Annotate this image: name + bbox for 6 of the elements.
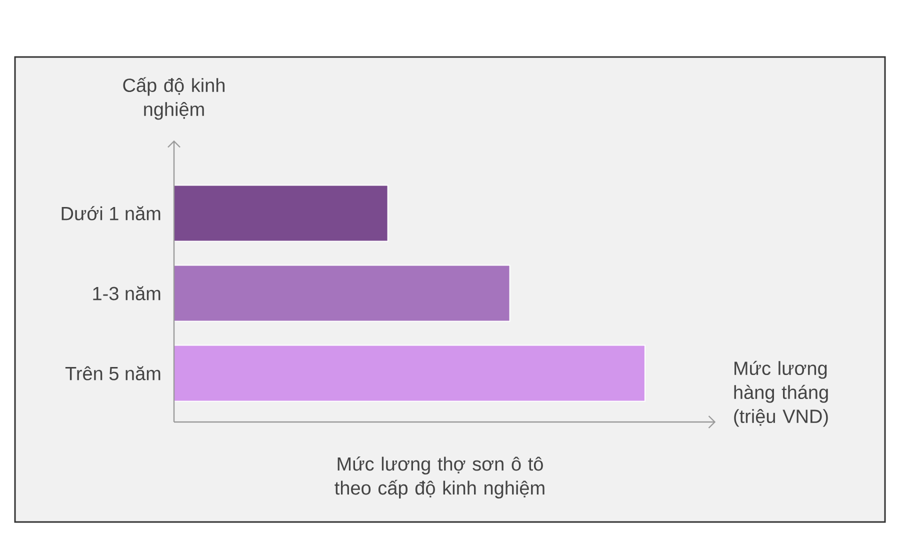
y-axis-title: Cấp độ kinh nghiệm <box>123 77 224 120</box>
text: Mức lương thợ sơn ô tô theo cấp độ kinh nghiệm <box>334 456 544 498</box>
y-tick-label: Trên 5 năm <box>65 366 160 380</box>
y-tick-label: 1-3 năm <box>93 286 160 300</box>
y-tick-label: Dưới 1 năm <box>62 206 160 220</box>
x-axis-title: Mức lương hàng tháng (triệu VND) <box>734 360 828 427</box>
